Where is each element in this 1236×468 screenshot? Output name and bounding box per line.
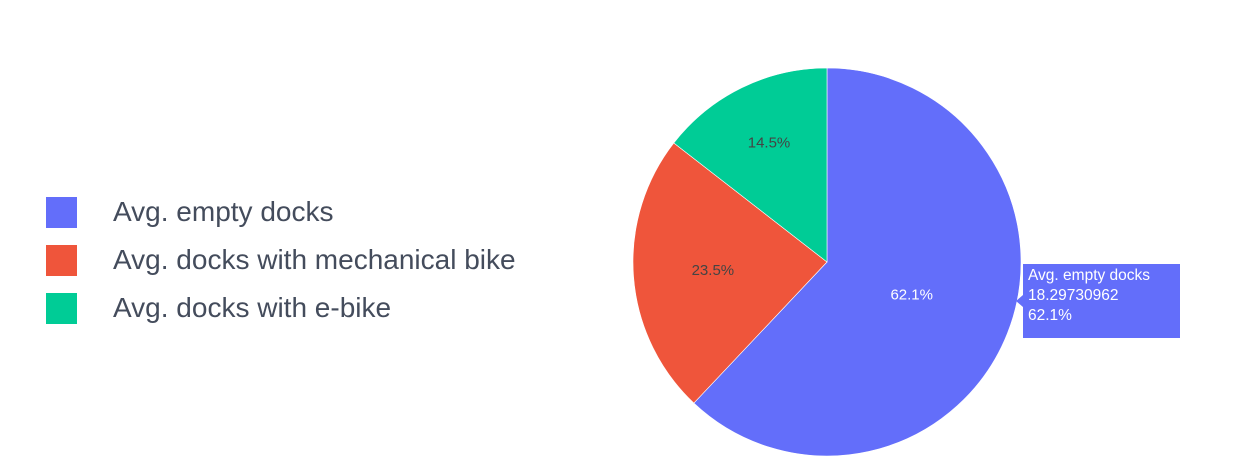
pie-slice-label-mechanical-bike: 23.5% <box>692 262 735 279</box>
legend-item-empty-docks[interactable]: Avg. empty docks <box>46 188 516 236</box>
legend: Avg. empty docks Avg. docks with mechani… <box>46 188 516 332</box>
legend-label-e-bike: Avg. docks with e-bike <box>113 292 392 323</box>
legend-item-mechanical-bike[interactable]: Avg. docks with mechanical bike <box>46 236 516 284</box>
pie-slice-labels: 62.1% 23.5% 14.5% <box>692 134 933 303</box>
legend-swatch-e-bike <box>46 292 77 324</box>
legend-label-empty-docks: Avg. empty docks <box>113 196 334 227</box>
legend-label-mechanical-bike: Avg. docks with mechanical bike <box>113 244 516 275</box>
hover-tooltip: Avg. empty docks 18.29730962 62.1% <box>1016 264 1180 338</box>
legend-swatch-mechanical-bike <box>46 244 77 276</box>
pie-slice-label-e-bike: 14.5% <box>748 134 791 151</box>
tooltip-line-3: 62.1% <box>1028 307 1072 324</box>
pie-slice-label-empty-docks: 62.1% <box>890 287 933 304</box>
pie-slice-e-bike[interactable] <box>673 67 828 263</box>
pie-slice-mechanical-bike[interactable] <box>632 142 828 404</box>
pie-slice-empty-docks[interactable] <box>693 67 1022 457</box>
tooltip-line-2: 18.29730962 <box>1028 287 1119 304</box>
tooltip-line-1: Avg. empty docks <box>1028 267 1150 284</box>
legend-item-e-bike[interactable]: Avg. docks with e-bike <box>46 284 516 332</box>
pie-slices <box>632 67 1022 457</box>
tooltip-box <box>1016 264 1180 338</box>
legend-swatch-empty-docks <box>46 196 77 228</box>
